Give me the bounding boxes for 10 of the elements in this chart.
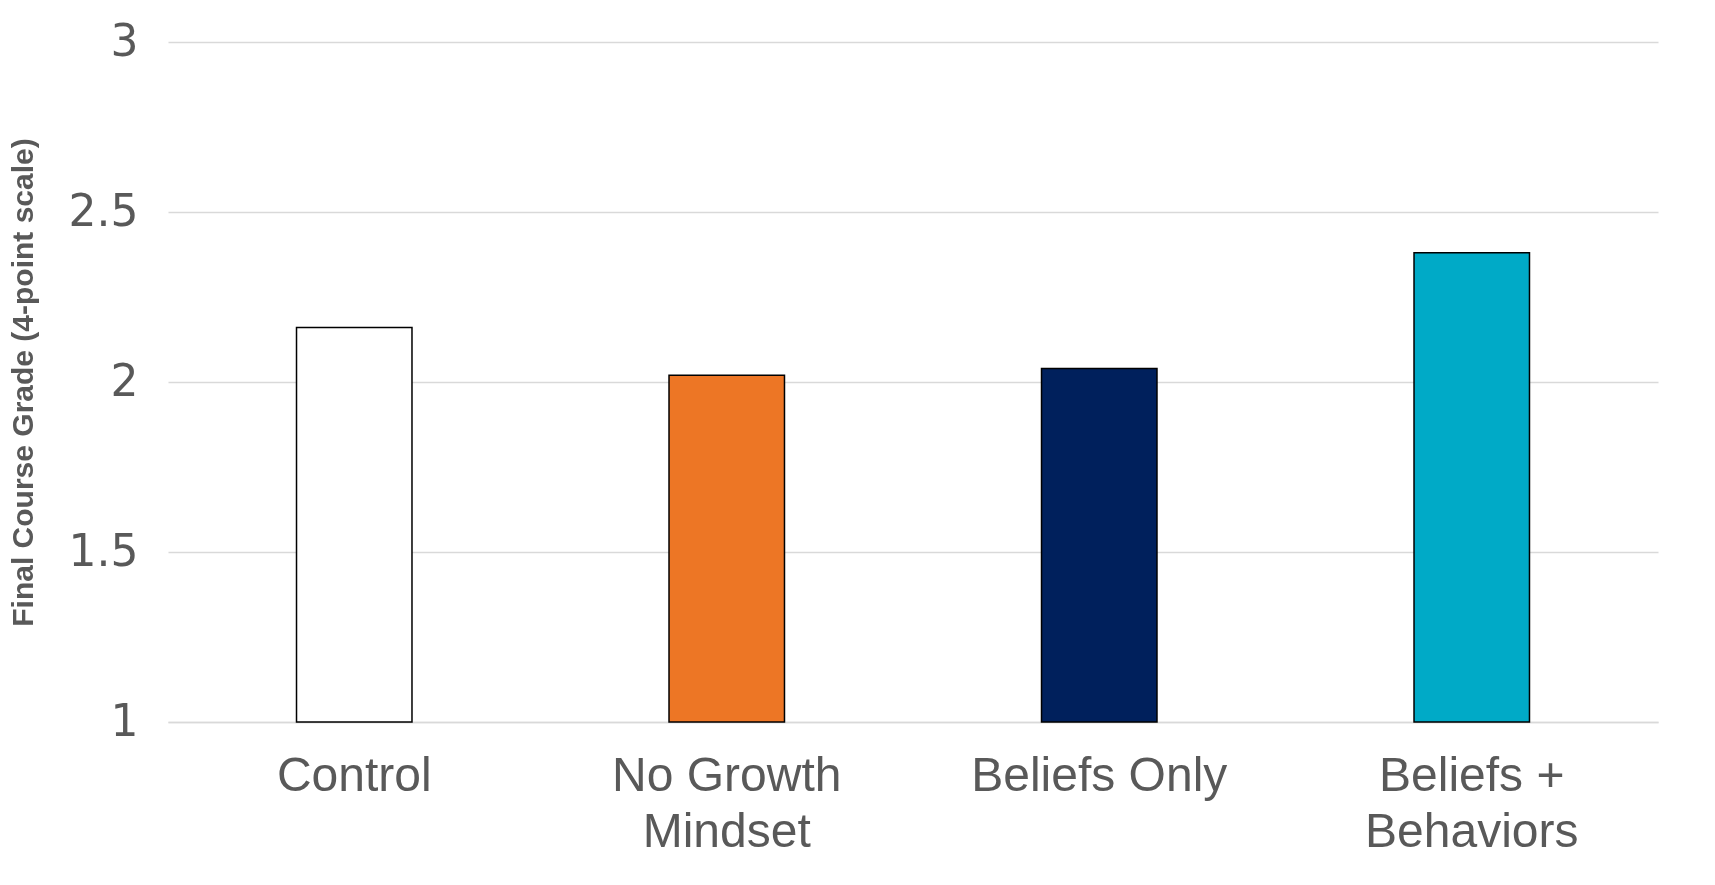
y-tick-label: 2 (110, 354, 139, 406)
y-tick-label: 2.5 (68, 184, 139, 236)
y-axis-title: Final Course Grade (4-point scale) (5, 138, 39, 627)
y-tick-label: 3 (110, 14, 139, 66)
x-tick-label: Control (276, 747, 432, 801)
x-tick-label: Beliefs Only (971, 747, 1228, 801)
y-tick-label: 1.5 (68, 524, 139, 576)
y-tick-label: 1 (110, 694, 139, 746)
x-tick-label: Beliefs + Behaviors (1365, 747, 1579, 857)
x-tick-label: No Growth Mindset (612, 747, 842, 857)
